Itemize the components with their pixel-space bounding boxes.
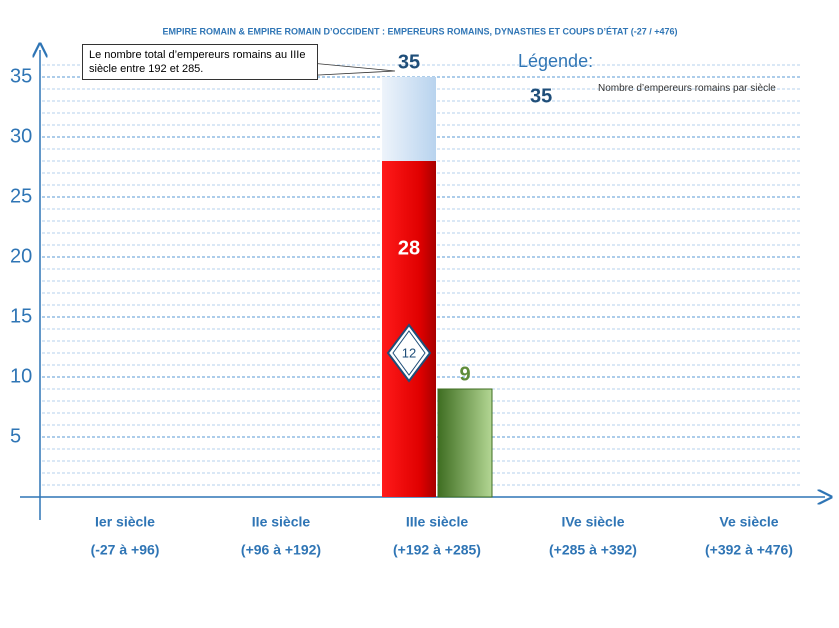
x-tick-range: (+392 à +476) xyxy=(705,542,793,558)
marker-label: 12 xyxy=(402,345,416,360)
legend-title: Légende: xyxy=(518,51,593,71)
x-tick-range: (+192 à +285) xyxy=(393,542,481,558)
x-tick-label: IVe siècle xyxy=(561,514,624,530)
legend-label: Nombre d’empereurs romains par siècle xyxy=(598,83,776,94)
y-tick-label: 30 xyxy=(10,125,32,147)
x-tick-range: (+96 à +192) xyxy=(241,542,321,558)
y-tick-label: 15 xyxy=(10,305,32,327)
annotation: Le nombre total d’empereurs romains au I… xyxy=(82,44,318,80)
data-label: 35 xyxy=(398,51,420,73)
y-tick-label: 35 xyxy=(10,65,32,87)
y-tick-label: 5 xyxy=(10,425,21,447)
x-tick-label: Ier siècle xyxy=(95,514,155,530)
x-tick-range: (-27 à +96) xyxy=(91,542,160,558)
marker-inner xyxy=(392,330,426,376)
data-label: 9 xyxy=(459,363,470,385)
bar xyxy=(437,388,493,498)
y-tick-label: 10 xyxy=(10,365,32,387)
data-label: 28 xyxy=(398,237,420,259)
y-tick-label: 25 xyxy=(10,185,32,207)
chart-title: EMPIRE ROMAIN & EMPIRE ROMAIN D’OCCIDENT… xyxy=(163,26,678,36)
x-tick-range: (+285 à +392) xyxy=(549,542,637,558)
legend-value: 35 xyxy=(530,85,552,107)
x-tick-label: IIIe siècle xyxy=(406,514,468,530)
y-tick-label: 20 xyxy=(10,245,32,267)
x-tick-label: IIe siècle xyxy=(252,514,311,530)
x-tick-label: Ve siècle xyxy=(719,514,778,530)
